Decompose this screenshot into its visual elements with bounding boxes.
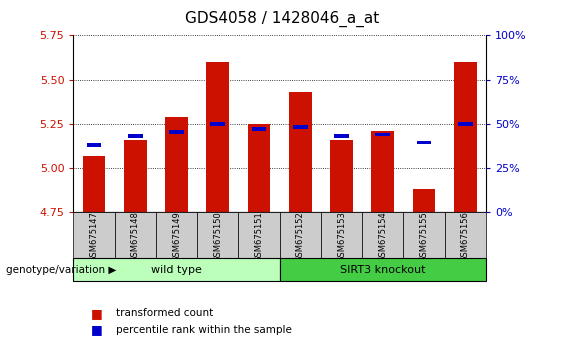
Text: GSM675149: GSM675149 — [172, 211, 181, 262]
Text: transformed count: transformed count — [116, 308, 213, 318]
Bar — [362, 212, 403, 260]
Text: wild type: wild type — [151, 265, 202, 275]
Bar — [289, 92, 312, 212]
Bar — [371, 131, 394, 212]
Bar — [375, 132, 390, 136]
Bar — [280, 212, 321, 260]
Bar — [206, 62, 229, 212]
Bar — [330, 140, 353, 212]
Bar — [293, 125, 308, 129]
Text: SIRT3 knockout: SIRT3 knockout — [340, 265, 425, 275]
Text: GSM675150: GSM675150 — [214, 211, 222, 262]
Text: GSM675154: GSM675154 — [379, 211, 387, 262]
Bar — [124, 140, 147, 212]
Bar — [321, 212, 362, 260]
Text: GSM675152: GSM675152 — [296, 211, 305, 262]
Bar — [334, 134, 349, 138]
Bar — [169, 130, 184, 134]
Bar — [416, 141, 432, 144]
Bar — [86, 143, 102, 147]
Text: GSM675151: GSM675151 — [255, 211, 263, 262]
Text: GSM675156: GSM675156 — [461, 211, 470, 262]
Bar — [156, 212, 197, 260]
Bar — [210, 122, 225, 126]
Bar — [251, 127, 267, 131]
Text: GSM675153: GSM675153 — [337, 211, 346, 262]
Text: ■: ■ — [90, 307, 102, 320]
Bar — [197, 212, 238, 260]
Bar — [412, 189, 436, 212]
Bar — [73, 258, 280, 281]
Text: percentile rank within the sample: percentile rank within the sample — [116, 325, 292, 335]
Text: GSM675155: GSM675155 — [420, 211, 428, 262]
Bar — [280, 258, 486, 281]
Text: ■: ■ — [90, 324, 102, 336]
Text: GSM675148: GSM675148 — [131, 211, 140, 262]
Bar — [445, 212, 486, 260]
Text: GSM675147: GSM675147 — [90, 211, 98, 262]
Bar — [165, 117, 188, 212]
Bar — [128, 134, 143, 138]
Bar — [247, 124, 271, 212]
Text: genotype/variation ▶: genotype/variation ▶ — [6, 265, 116, 275]
Bar — [403, 212, 445, 260]
Text: GDS4058 / 1428046_a_at: GDS4058 / 1428046_a_at — [185, 11, 380, 27]
Bar — [458, 122, 473, 126]
Bar — [73, 212, 115, 260]
Bar — [115, 212, 156, 260]
Bar — [82, 156, 106, 212]
Bar — [454, 62, 477, 212]
Bar — [238, 212, 280, 260]
